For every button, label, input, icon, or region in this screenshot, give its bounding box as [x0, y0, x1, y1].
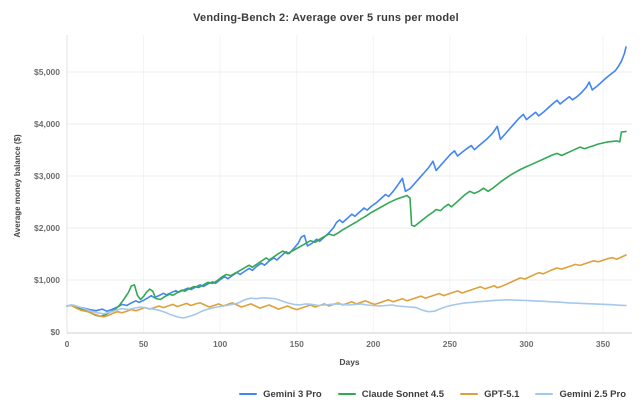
y-axis-title: Average money balance ($) [13, 134, 22, 238]
legend-label: Claude Sonnet 4.5 [361, 388, 445, 400]
legend-item-gemini-2-5-pro: Gemini 2.5 Pro [535, 389, 626, 400]
legend-marker-gemini-3-pro [239, 392, 258, 396]
x-tick-label: 250 [443, 339, 457, 349]
plot-area: $0 $1,000 $2,000 $3,000 $4,000 $5,000 0 50 100 15… [13, 35, 632, 367]
legend: Gemini 3 Pro Claude Sonnet 4.5 GPT-5.1 Gemi… [0, 386, 626, 402]
legend-marker-gpt-5-1 [460, 392, 479, 396]
legend-item-gpt-5-1: GPT-5.1 [460, 389, 519, 400]
y-tick-label: $0 [51, 327, 61, 337]
y-tick-label: $4,000 [34, 119, 60, 129]
chart-title: Vending-Bench 2: Average over 5 runs per… [193, 12, 459, 24]
x-axis-title: Days [339, 357, 360, 367]
x-tick-label: 150 [290, 339, 304, 349]
series-line-claude-sonnet-4-5 [66, 130, 627, 318]
series-line-gpt-5-1 [66, 254, 627, 318]
x-tick-label: 50 [139, 339, 149, 349]
x-tick-label: 0 [65, 339, 70, 349]
legend-item-gemini-3-pro: Gemini 3 Pro [239, 389, 322, 400]
legend-marker-claude-sonnet-4-5 [337, 392, 356, 396]
x-tick-label: 350 [596, 339, 610, 349]
series-line-gemini-3-pro [66, 46, 627, 313]
y-tick-label: $1,000 [34, 275, 60, 285]
legend-label: Gemini 3 Pro [263, 388, 322, 400]
legend-label: Gemini 2.5 Pro [559, 388, 626, 400]
series-line-gemini-2-5-pro [66, 296, 627, 319]
y-tick-label: $3,000 [34, 171, 60, 181]
y-tick-label: $5,000 [34, 67, 60, 77]
legend-item-claude-sonnet-4-5: Claude Sonnet 4.5 [337, 388, 445, 400]
x-tick-label: 200 [366, 339, 380, 349]
legend-label: GPT-5.1 [484, 388, 520, 400]
y-tick-label: $2,000 [34, 223, 60, 233]
x-tick-label: 100 [213, 339, 227, 349]
x-tick-label: 300 [519, 339, 533, 349]
legend-marker-gemini-2-5-pro [535, 392, 554, 396]
